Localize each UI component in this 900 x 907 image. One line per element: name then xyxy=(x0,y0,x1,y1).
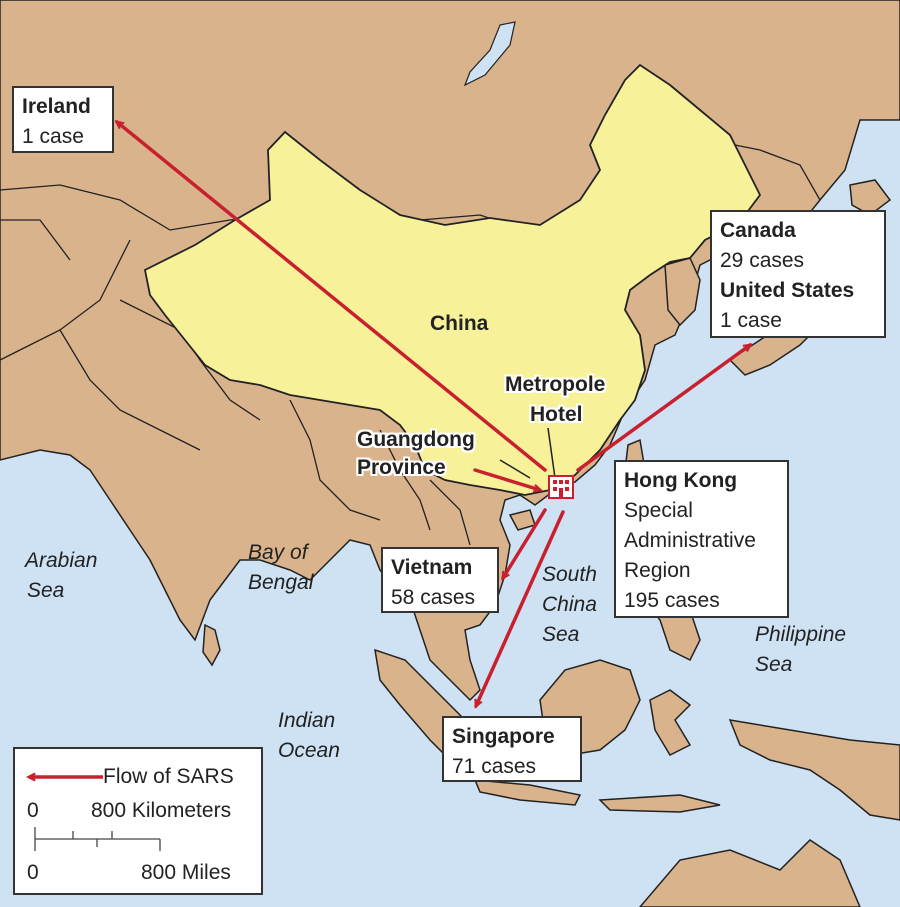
label-bay-of-bengal: Bay of Bengal xyxy=(248,541,314,594)
island-sulawesi xyxy=(649,689,692,756)
map-legend: Flow of SARS 0 800 Kilometers 0 800 Mile… xyxy=(13,747,263,895)
legend-mi-label: 800 Miles xyxy=(141,861,231,884)
label-guangdong-2: Province xyxy=(357,456,446,479)
island-java xyxy=(473,779,582,806)
island-lesser-sunda xyxy=(598,794,721,813)
island-new-guinea xyxy=(728,719,900,821)
legend-mi-zero: 0 xyxy=(27,861,39,884)
arrow-to-vietnam xyxy=(501,508,547,581)
box-singapore: Singapore 71 cases xyxy=(442,716,582,782)
arrow-to-canada xyxy=(576,343,753,472)
label-guangdong-1: Guangdong xyxy=(357,428,475,451)
island-sri-lanka xyxy=(202,623,221,667)
box-hong-kong: Hong Kong Special Administrative Region … xyxy=(614,460,789,618)
sars-flow-arrows xyxy=(114,120,753,709)
scale-bar xyxy=(34,827,161,851)
label-philippine-sea: Philippine Sea xyxy=(755,623,847,676)
box-vietnam: Vietnam 58 cases xyxy=(381,547,499,613)
legend-km-zero: 0 xyxy=(27,799,39,822)
hotel-icon xyxy=(548,475,574,499)
arrow-to-singapore xyxy=(474,510,565,709)
label-china: China xyxy=(430,312,489,335)
label-indian-ocean: Indian Ocean xyxy=(278,709,340,762)
box-canada-usa: Canada 29 cases United States 1 case xyxy=(710,210,886,338)
label-metropole-1: Metropole xyxy=(505,373,606,396)
landmass-australia xyxy=(639,839,861,907)
legend-km-label: 800 Kilometers xyxy=(91,799,232,822)
label-south-china-sea: South China Sea xyxy=(542,563,597,646)
lake-baikal xyxy=(463,21,516,87)
box-ireland: Ireland 1 case xyxy=(12,86,114,153)
label-metropole-2: Hotel xyxy=(530,403,583,426)
leader-lines xyxy=(499,427,556,479)
arrow-from-guangdong xyxy=(473,468,543,493)
arrow-to-ireland xyxy=(114,120,547,472)
legend-flow-label: Flow of SARS xyxy=(103,765,234,788)
china-region xyxy=(143,63,762,496)
label-arabian-sea: Arabian Sea xyxy=(25,549,98,602)
legend-graphics xyxy=(25,772,161,851)
island-hokkaido xyxy=(849,179,892,216)
